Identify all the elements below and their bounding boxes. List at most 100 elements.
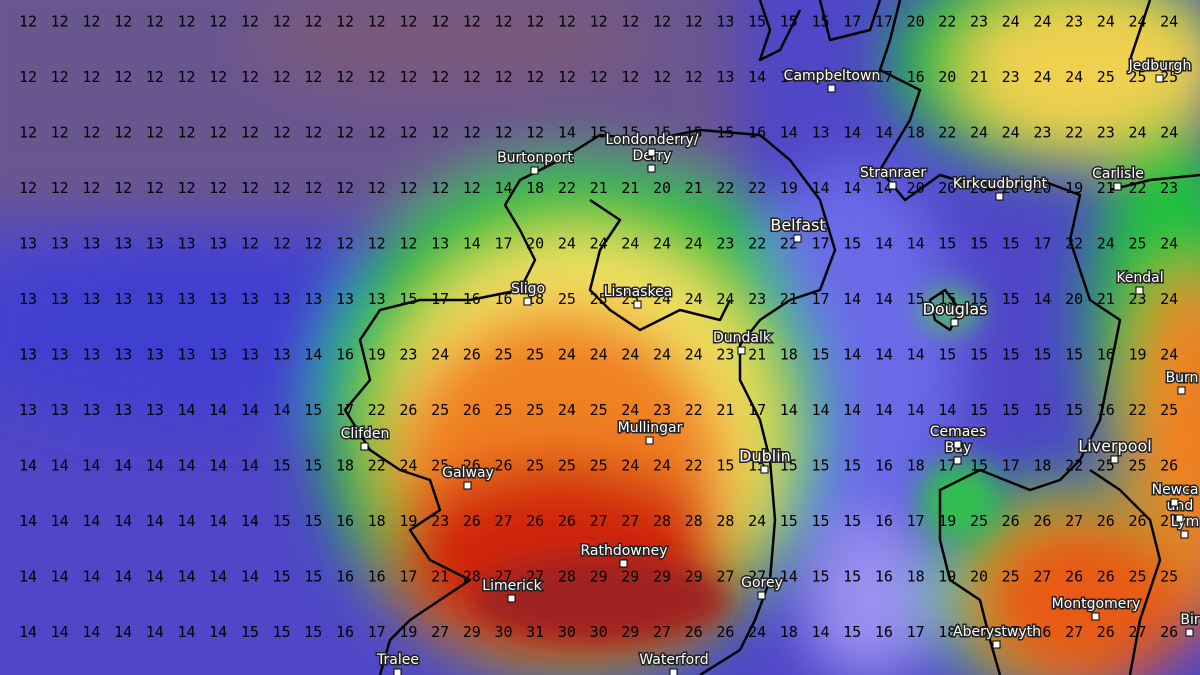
temperature-value: 13 [146,346,164,364]
place-label: Liverpool [1078,437,1151,456]
temperature-value: 12 [177,124,195,142]
temperature-value: 13 [51,290,69,308]
temperature-value: 26 [399,401,417,419]
temperature-value: 27 [431,623,449,641]
temperature-value: 15 [304,568,322,586]
temperature-value: 12 [431,13,449,31]
temperature-value: 14 [843,346,861,364]
temperature-value: 14 [907,401,925,419]
temperature-value: 13 [146,401,164,419]
place-marker [360,442,369,451]
temperature-value: 14 [780,568,798,586]
place-marker [760,465,769,474]
temperature-value: 25 [590,401,608,419]
temperature-value: 12 [494,124,512,142]
temperature-value: 29 [653,568,671,586]
temperature-value: 23 [1002,68,1020,86]
temperature-value: 25 [970,512,988,530]
temperature-value: 27 [494,568,512,586]
temperature-value: 27 [748,568,766,586]
temperature-value: 26 [494,457,512,475]
place-marker [1185,628,1194,637]
temperature-value: 28 [463,568,481,586]
temperature-value: 21 [1097,179,1115,197]
temperature-value: 12 [526,68,544,86]
temperature-value: 24 [653,457,671,475]
place-marker [793,234,802,243]
place-label: Lisnaskea [604,284,673,300]
temperature-value: 16 [748,124,766,142]
temperature-value: 29 [685,568,703,586]
temperature-value: 12 [431,179,449,197]
temperature-value: 15 [843,568,861,586]
temperature-value: 14 [146,623,164,641]
temperature-value: 13 [209,235,227,253]
temperature-value: 25 [1128,457,1146,475]
temperature-value: 14 [843,179,861,197]
temperature-value: 24 [1160,346,1178,364]
temperature-value: 15 [273,568,291,586]
temperature-value: 12 [590,68,608,86]
temperature-value: 12 [336,179,354,197]
temperature-value: 24 [621,457,639,475]
place-label: Burtonport [497,150,573,166]
place-marker [1170,498,1179,507]
temperature-value: 23 [1160,179,1178,197]
temperature-value: 12 [526,124,544,142]
temperature-value: 26 [463,512,481,530]
temperature-value: 17 [907,512,925,530]
place-marker [1113,182,1122,191]
place-label: Aberystwyth [953,624,1041,640]
temperature-value: 14 [780,401,798,419]
temperature-value: 12 [590,13,608,31]
place-label: Belfast [770,216,825,235]
temperature-value: 19 [399,623,417,641]
temperature-value: 24 [1160,13,1178,31]
temperature-value: 12 [273,179,291,197]
temperature-value: 18 [907,124,925,142]
temperature-value: 16 [463,290,481,308]
temperature-value: 24 [1065,68,1083,86]
temperature-value: 17 [336,401,354,419]
temperature-value: 20 [907,179,925,197]
temperature-value: 18 [1033,457,1051,475]
temperature-value: 12 [336,13,354,31]
temperature-value: 12 [336,68,354,86]
temperature-value: 26 [1097,568,1115,586]
temperature-value: 15 [843,512,861,530]
temperature-value: 12 [558,13,576,31]
temperature-value: 27 [494,512,512,530]
temperature-value: 15 [1033,401,1051,419]
temperature-value: 15 [843,457,861,475]
temperature-value: 14 [811,401,829,419]
temperature-value: 25 [1097,68,1115,86]
temperature-value: 14 [51,512,69,530]
temperature-value: 14 [82,457,100,475]
temperature-value: 26 [558,512,576,530]
temperature-value: 14 [177,512,195,530]
temperature-value: 12 [273,124,291,142]
place-marker [1180,530,1189,539]
temperature-value: 24 [558,235,576,253]
temperature-value: 15 [938,290,956,308]
place-label: Londonderry/ [605,132,698,148]
temperature-value: 14 [51,568,69,586]
temperature-value: 25 [1097,457,1115,475]
temperature-value: 12 [51,13,69,31]
temperature-value: 18 [938,623,956,641]
place-marker [950,318,959,327]
place-marker [992,640,1001,649]
place-label: Lym [1171,514,1199,530]
place-label: Clifden [341,426,390,442]
temperature-value: 15 [273,512,291,530]
temperature-value: 12 [399,68,417,86]
place-label: Burn [1166,370,1199,386]
temperature-value: 16 [336,512,354,530]
place-labels: Campbeltown Jedburgh Burtonport Londonde… [339,57,1200,675]
temperature-value: 13 [51,401,69,419]
place-marker [647,148,656,157]
temperature-value: 13 [82,290,100,308]
place-marker [953,440,962,449]
